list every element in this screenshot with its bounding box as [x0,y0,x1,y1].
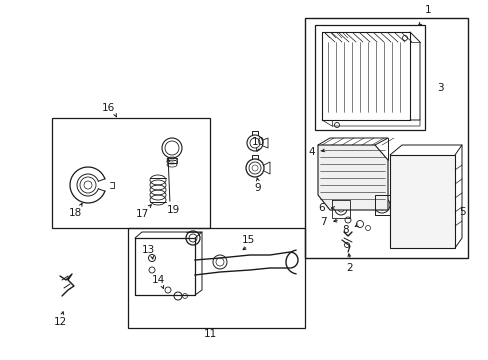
Text: 7: 7 [319,217,325,227]
Bar [128,228,305,328]
Text: 17: 17 [135,209,148,219]
Text: 2: 2 [346,263,353,273]
Text: 14: 14 [151,275,164,285]
Text: 4: 4 [308,147,315,157]
Text: 8: 8 [342,225,348,235]
Text: 16: 16 [101,103,114,113]
Text: 12: 12 [53,317,66,327]
Polygon shape [389,155,454,248]
Text: 13: 13 [141,245,154,255]
Bar [52,118,209,228]
Text: 5: 5 [458,207,465,217]
Text: 9: 9 [254,183,261,193]
Bar [305,18,467,258]
Text: 10: 10 [251,137,264,147]
Text: 18: 18 [68,208,81,218]
Text: 15: 15 [241,235,254,245]
Text: 1: 1 [424,5,430,15]
Polygon shape [317,145,387,210]
Text: 3: 3 [436,83,443,93]
Text: 11: 11 [203,329,216,339]
Bar [314,25,424,130]
Text: 19: 19 [166,205,179,215]
Text: 6: 6 [318,203,325,213]
